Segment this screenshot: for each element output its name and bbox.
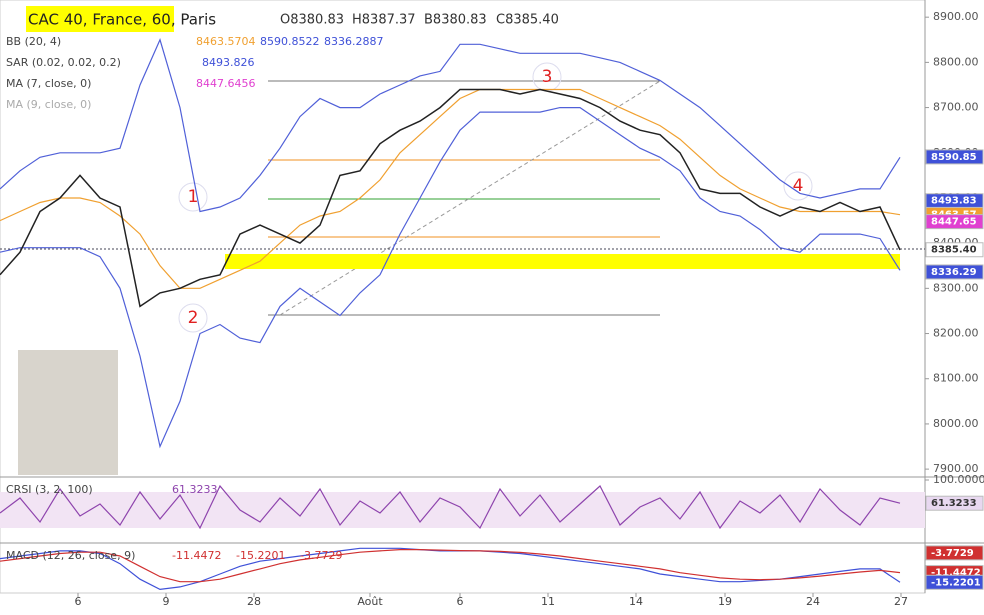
x-tick-label: 27	[894, 595, 908, 608]
price-tag	[925, 149, 984, 165]
legend-value: 8590.8522	[260, 35, 320, 48]
y-tick-label: 8000.00	[933, 417, 979, 430]
ohlc-value: B8380.83	[424, 13, 487, 28]
y-tick-label: 8700.00	[933, 101, 979, 114]
series-line	[0, 38, 901, 213]
series-line	[0, 107, 901, 449]
legend-value: 8336.2887	[324, 35, 384, 48]
price-tag-label: -15.2201	[931, 577, 981, 588]
annotation-circle	[178, 182, 208, 212]
x-tick-label: Août	[357, 595, 383, 608]
x-tick-label: 28	[247, 595, 261, 608]
x-tick-label: 14	[629, 595, 643, 608]
annotation: 1	[188, 187, 199, 207]
legend-name: MA (9, close, 0)	[6, 98, 91, 111]
price-tag	[925, 264, 984, 280]
price-tag	[925, 574, 984, 590]
y-tick-label: 8100.00	[933, 372, 979, 385]
series-line	[0, 484, 901, 530]
legend-value: -3.7729	[300, 549, 342, 562]
legend-value: 8493.826	[202, 56, 255, 69]
y-tick-label: 8200.00	[933, 327, 979, 340]
series-line	[0, 88, 901, 308]
series-line	[0, 88, 901, 289]
legend-name: SAR (0.02, 0.02, 0.2)	[6, 56, 121, 69]
legend-value: -11.4472	[172, 549, 221, 562]
title-highlight	[26, 6, 174, 32]
price-tag-label: -11.4472	[931, 568, 981, 579]
price-tag	[925, 214, 984, 230]
image-placeholder	[18, 350, 118, 475]
price-tag-label: 8385.40	[931, 245, 977, 256]
price-tag	[925, 495, 984, 511]
y-tick-label: 7900.00	[933, 462, 979, 475]
annotation-circle	[178, 303, 208, 333]
series-line	[0, 549, 901, 583]
legend-value: -15.2201	[236, 549, 285, 562]
y-tick-label: 8800.00	[933, 55, 979, 68]
x-tick-label: 11	[541, 595, 555, 608]
price-tag-label: 8447.65	[931, 217, 977, 228]
price-tag-label: -3.7729	[931, 548, 974, 559]
y-tick-label: 8300.00	[933, 281, 979, 294]
price-tag	[925, 242, 984, 258]
x-tick-label: 24	[806, 595, 820, 608]
ohlc-value: O8380.83	[280, 13, 344, 28]
price-tag-label: 61.3233	[931, 498, 977, 509]
x-tick-label: 19	[718, 595, 732, 608]
annotation: 2	[188, 308, 199, 328]
legend-name: MA (7, close, 0)	[6, 77, 91, 90]
y-tick-label: 8900.00	[933, 10, 979, 23]
y-tick-label: 100.0000	[933, 473, 984, 486]
legend-value: 8463.5704	[196, 35, 256, 48]
annotation: 4	[793, 176, 804, 196]
ohlc-value: C8385.40	[496, 13, 559, 28]
x-tick-label: 6	[75, 595, 82, 608]
price-tag	[925, 545, 984, 561]
trend-line	[279, 80, 661, 316]
annotation: 3	[542, 67, 553, 87]
price-tag-label: 8336.29	[931, 267, 977, 278]
legend-name: CRSI (3, 2, 100)	[6, 483, 93, 496]
price-tag-label: 8493.83	[931, 196, 977, 207]
highlight-zone	[225, 254, 900, 269]
ohlc-value: H8387.37	[352, 13, 416, 28]
annotation-circle	[783, 171, 813, 201]
chart-title: CAC 40, France, 60, Paris	[28, 11, 216, 29]
x-tick-label: 6	[457, 595, 464, 608]
legend-name: MACD (12, 26, close, 9)	[6, 549, 135, 562]
price-tag-label: 8590.85	[931, 152, 977, 163]
legend-name: BB (20, 4)	[6, 35, 61, 48]
legend-value: 61.3233	[172, 483, 218, 496]
legend-value: 8447.6456	[196, 77, 256, 90]
x-tick-label: 9	[163, 595, 170, 608]
